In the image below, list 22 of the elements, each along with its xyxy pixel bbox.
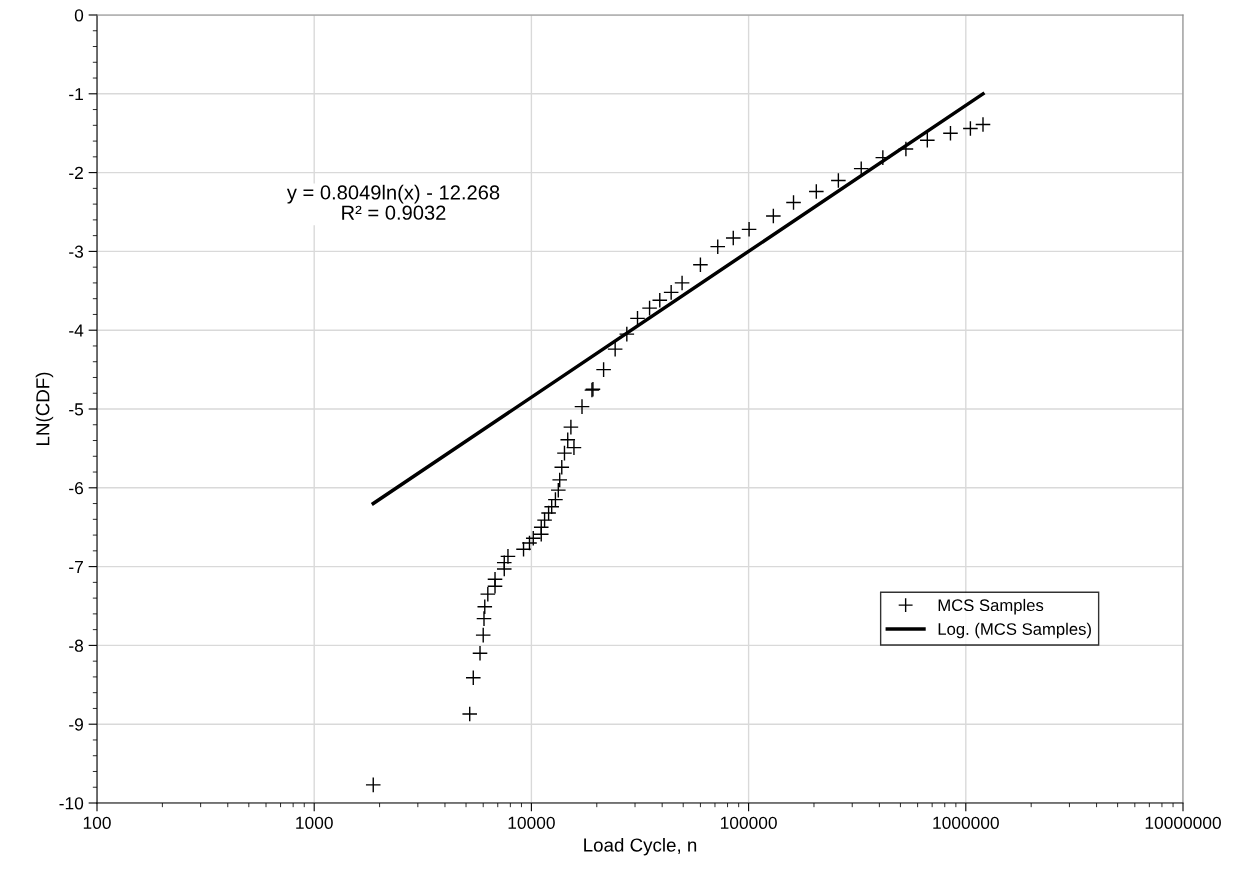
y-tick-label: -7: [69, 560, 83, 573]
y-tick-label: -6: [69, 481, 84, 495]
y-tick-label: -4: [69, 324, 84, 337]
x-tick-label: 100: [83, 816, 111, 829]
x-tick-label: 100000: [720, 816, 777, 829]
legend-label: MCS Samples: [938, 598, 1044, 615]
y-tick-label: -10: [59, 797, 84, 810]
y-axis-title: LN(CDF): [35, 372, 54, 445]
y-tick-label: -9: [69, 718, 83, 731]
x-tick-label: 10000000: [1145, 816, 1221, 829]
legend-label: Log. (MCS Samples): [938, 622, 1091, 639]
x-tick-label: 10000: [508, 816, 555, 829]
y-tick-label: -3: [69, 245, 84, 258]
y-tick-label: -2: [69, 166, 83, 179]
y-tick-label: -1: [69, 88, 83, 101]
x-tick-label: 1000000: [933, 816, 999, 829]
y-tick-label: -5: [69, 403, 84, 416]
y-tick-label: -8: [69, 639, 84, 652]
annotation: y = 0.8049ln(x) - 12.268 R² = 0.9032: [286, 184, 500, 220]
x-axis-title: Load Cycle, n: [584, 837, 697, 856]
y-tick-label: 0: [74, 9, 84, 22]
x-tick-label: 1000: [296, 816, 333, 829]
